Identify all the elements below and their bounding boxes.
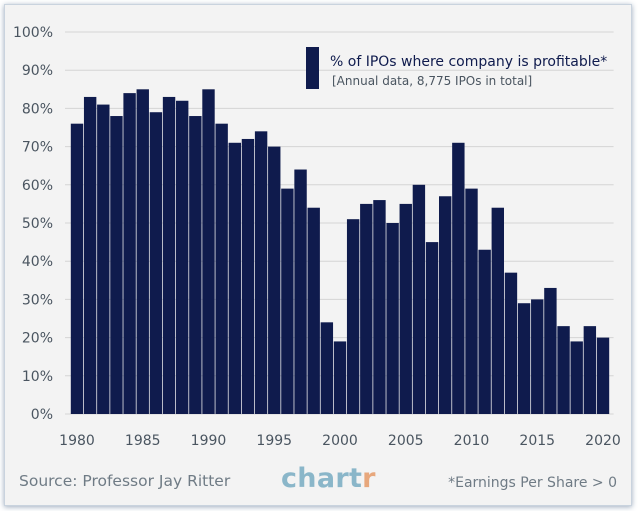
- bar: 1995: 70%: [268, 146, 281, 414]
- bar: 1989: 78%: [189, 116, 202, 414]
- bar: 2000: 19%: [333, 341, 347, 414]
- bar: 2010: 59%: [465, 188, 478, 414]
- bar: 2016: 33%: [544, 287, 557, 414]
- x-tick-label: 1990: [191, 433, 227, 449]
- y-tick-label: 30%: [22, 292, 53, 308]
- y-tick-label: 90%: [22, 63, 53, 79]
- y-tick-label: 10%: [22, 369, 53, 385]
- x-tick-label: 2000: [322, 433, 358, 449]
- bar: 2002: 55%: [360, 203, 373, 414]
- bar: 2003: 56%: [373, 200, 386, 414]
- legend-swatch: [306, 47, 319, 89]
- bar-chart: 1980: 76%1981: 83%1982: 81%1983: 78%1984…: [13, 25, 621, 449]
- bar: 1997: 64%: [294, 169, 307, 414]
- x-tick-label: 2020: [585, 433, 621, 449]
- y-tick-label: 100%: [13, 25, 53, 41]
- y-axis-ticks: 0% 10% 20% 30% 40% 50% 60% 70% 80% 90% 100%: [13, 25, 53, 423]
- bar: 1999: 24%: [320, 322, 334, 414]
- bar: 2014: 29%: [517, 303, 531, 414]
- legend-note: [Annual data, 8,775 IPOs in total]: [332, 74, 532, 88]
- bar: 2019: 23%: [583, 326, 597, 414]
- bar: 1983: 78%: [110, 116, 123, 414]
- bar: 2007: 45%: [425, 242, 439, 414]
- legend-label: % of IPOs where company is profitable*: [330, 54, 607, 70]
- bar: 1990: 85%: [202, 89, 215, 415]
- x-tick-label: 1980: [59, 433, 95, 449]
- bar: 2020: 20%: [596, 337, 610, 414]
- bars: 1980: 76%1981: 83%1982: 81%1983: 78%1984…: [70, 89, 610, 415]
- chart-card: 1980: 76%1981: 83%1982: 81%1983: 78%1984…: [4, 4, 632, 506]
- bar: 1985: 85%: [136, 89, 149, 415]
- x-tick-label: 2005: [388, 433, 424, 449]
- bar: 2008: 57%: [439, 196, 452, 414]
- bar: 1994: 74%: [254, 131, 268, 414]
- bar: 1992: 71%: [228, 142, 241, 414]
- x-tick-label: 1985: [125, 433, 161, 449]
- bar: 2017: 23%: [557, 326, 570, 414]
- x-tick-label: 2015: [519, 433, 555, 449]
- bar: 1988: 82%: [176, 100, 189, 414]
- bar: 2012: 54%: [491, 207, 504, 414]
- bar: 2001: 51%: [346, 219, 360, 414]
- y-tick-label: 80%: [22, 101, 53, 117]
- bar: 1996: 59%: [281, 188, 294, 414]
- bar: 1980: 76%: [70, 123, 84, 415]
- bar: 1998: 54%: [307, 207, 320, 414]
- y-tick-label: 20%: [22, 331, 53, 347]
- bar: 1991: 76%: [215, 123, 228, 415]
- y-tick-label: 70%: [22, 140, 53, 156]
- legend: % of IPOs where company is profitable* […: [306, 47, 607, 89]
- y-tick-label: 50%: [22, 216, 53, 232]
- bar: 2011: 43%: [478, 249, 491, 414]
- x-tick-label: 1995: [256, 433, 292, 449]
- bar: 1984: 84%: [123, 93, 136, 415]
- bar: 2009: 71%: [452, 142, 465, 414]
- bar: 1982: 81%: [97, 104, 110, 414]
- brand-logo-accent: r: [362, 463, 376, 494]
- bar: 1993: 72%: [241, 138, 255, 414]
- bar: 2015: 30%: [531, 299, 544, 414]
- brand-logo-main: chart: [281, 463, 363, 494]
- source-credit: Source: Professor Jay Ritter: [19, 472, 231, 490]
- y-tick-label: 60%: [22, 178, 53, 194]
- bar: 1987: 83%: [162, 96, 176, 414]
- bar: 1981: 83%: [83, 96, 97, 414]
- brand-logo: chartr: [281, 463, 376, 494]
- bar: 2018: 19%: [570, 341, 583, 414]
- bar: 2005: 55%: [399, 203, 412, 414]
- bar: 2013: 37%: [504, 272, 518, 414]
- y-tick-label: 0%: [31, 407, 53, 423]
- x-tick-label: 2010: [454, 433, 490, 449]
- bar: 2006: 60%: [412, 184, 426, 414]
- y-tick-label: 40%: [22, 254, 53, 270]
- bar: 1986: 79%: [149, 112, 163, 414]
- footnote: *Earnings Per Share > 0: [448, 475, 617, 491]
- x-axis-ticks: 1980 1985 1990 1995 2000 2005 2010 2015 2020: [59, 433, 621, 449]
- bar: 2004: 50%: [386, 223, 399, 414]
